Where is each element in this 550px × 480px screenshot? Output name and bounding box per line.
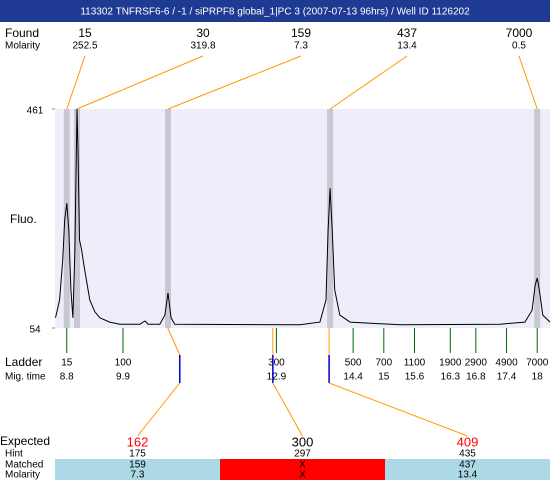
y-tick-label: 461 <box>27 106 44 117</box>
molarity-value: X <box>299 470 306 480</box>
matched-value: X <box>299 460 306 471</box>
matched-label: Matched <box>5 460 43 471</box>
expected-connector <box>328 382 468 437</box>
ladder-label: Ladder <box>5 355 42 369</box>
trace <box>55 108 550 326</box>
expected-connector <box>167 327 181 356</box>
ladder-size: 15 <box>61 358 73 369</box>
found-band <box>73 109 80 328</box>
ladder-size: 100 <box>115 358 132 369</box>
found-connector <box>76 55 204 110</box>
matched-cell <box>55 459 220 480</box>
ladder-size: 1100 <box>404 358 426 369</box>
ladder-size: 500 <box>345 358 362 369</box>
found-molarity: 319.8 <box>190 41 215 52</box>
found-molarity: 0.5 <box>512 41 526 52</box>
expected-connector <box>272 382 303 437</box>
found-band <box>63 109 70 328</box>
found-label: Found <box>5 26 39 40</box>
molarity-label: Molarity <box>5 470 40 480</box>
ladder-time: 8.8 <box>60 372 74 383</box>
ladder-size: 2900 <box>465 358 488 369</box>
ladder-time: 18 <box>532 372 544 383</box>
hint-value: 175 <box>129 449 146 460</box>
hint-label: Hint <box>5 449 23 460</box>
ladder-size: 300 <box>268 358 285 369</box>
y-tick-label: 54 <box>29 325 41 336</box>
ladder-time: 15 <box>378 372 390 383</box>
ladder-time: 16.3 <box>441 372 461 383</box>
matched-cell <box>385 459 550 480</box>
ladder-time: 14.4 <box>343 372 363 383</box>
found-band <box>165 109 172 328</box>
ladder-time-label: Mig. time <box>5 372 46 383</box>
ladder-size: 7000 <box>526 358 549 369</box>
ladder-size: 4900 <box>495 358 518 369</box>
ladder-time: 15.6 <box>405 372 425 383</box>
expected-size: 162 <box>127 434 149 449</box>
molarity-value: 13.4 <box>458 470 478 480</box>
y-axis-label: Fluo. <box>10 212 37 226</box>
expected-size: 300 <box>292 434 314 449</box>
found-band <box>534 109 541 328</box>
found-molarity: 252.5 <box>72 41 97 52</box>
found-molarity: 13.4 <box>397 41 417 52</box>
expected-size: 409 <box>457 434 479 449</box>
found-size: 30 <box>196 26 210 40</box>
title: 113302 TNFRSF6-6 / -1 / siPRPF8 global_1… <box>80 7 470 18</box>
matched-value: 159 <box>129 460 146 471</box>
hint-value: 297 <box>294 449 311 460</box>
found-connector <box>66 55 86 110</box>
plot-area <box>55 109 550 328</box>
matched-value: 437 <box>459 460 476 471</box>
found-size: 159 <box>291 26 311 40</box>
ladder-size: 1900 <box>439 358 462 369</box>
found-size: 7000 <box>506 26 533 40</box>
ladder-time: 16.8 <box>466 372 486 383</box>
found-size: 437 <box>397 26 417 40</box>
matched-cell <box>220 459 385 480</box>
expected-label: Expected <box>0 434 50 448</box>
found-connector <box>518 55 538 110</box>
ladder-time: 17.4 <box>497 372 517 383</box>
title-bar <box>0 0 550 22</box>
found-connector <box>329 55 408 110</box>
found-molarity-label: Molarity <box>5 41 40 52</box>
found-size: 15 <box>78 26 92 40</box>
expected-connector <box>137 382 181 437</box>
ladder-time: 9.9 <box>116 372 130 383</box>
found-connector <box>167 55 302 110</box>
ladder-size: 700 <box>375 358 392 369</box>
hint-value: 435 <box>459 449 476 460</box>
molarity-value: 7.3 <box>131 470 145 480</box>
ladder-time: 12.9 <box>267 372 287 383</box>
found-band <box>327 109 334 328</box>
found-molarity: 7.3 <box>294 41 308 52</box>
